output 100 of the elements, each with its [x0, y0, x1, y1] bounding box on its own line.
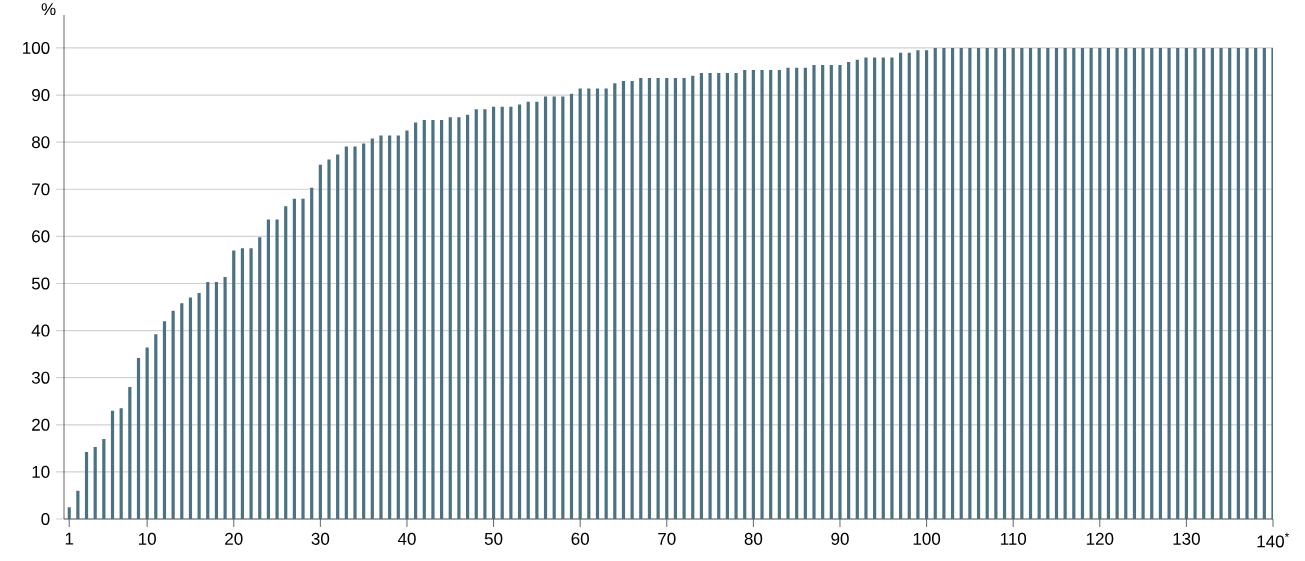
bar	[1245, 47, 1249, 519]
bar	[847, 62, 851, 519]
bar	[197, 292, 201, 519]
bar	[379, 135, 383, 519]
bar	[699, 72, 704, 519]
bar	[517, 104, 522, 519]
bar	[232, 250, 236, 519]
bar	[959, 47, 963, 519]
bar	[1028, 47, 1033, 519]
bar	[1202, 47, 1206, 519]
bar	[942, 47, 946, 519]
bar	[864, 57, 868, 519]
bar	[708, 72, 712, 519]
bar	[1106, 47, 1111, 519]
bar	[301, 198, 305, 519]
bar	[422, 120, 426, 519]
x-tick-label: 80	[744, 532, 763, 545]
bar	[188, 297, 193, 519]
x-tick-label: 60	[571, 532, 589, 545]
bar	[206, 282, 210, 519]
bar	[717, 72, 721, 519]
x-tick-label: 70	[658, 532, 676, 545]
bar	[1228, 47, 1232, 519]
bar	[128, 387, 132, 519]
bar	[110, 410, 115, 519]
bar	[388, 135, 392, 519]
bar	[569, 93, 574, 519]
bar	[223, 276, 227, 519]
bar	[743, 70, 747, 519]
y-tick-label: 30	[31, 371, 50, 384]
bar	[795, 67, 799, 519]
bar	[587, 88, 591, 519]
x-tick-label: 1	[65, 532, 74, 545]
bar	[691, 75, 695, 519]
x-tick-label: 120	[1086, 532, 1114, 545]
bar	[76, 490, 80, 519]
bar	[656, 78, 660, 519]
bar	[258, 237, 262, 519]
x-tick-label: 90	[831, 532, 849, 545]
bar	[1176, 47, 1180, 519]
bar	[682, 78, 686, 519]
bar	[630, 80, 634, 519]
bar	[665, 78, 669, 519]
bar	[67, 507, 71, 519]
bar	[812, 64, 816, 519]
bar	[924, 50, 929, 519]
bar	[1254, 47, 1258, 519]
bar	[578, 88, 582, 519]
bar	[180, 303, 184, 519]
x-tick-label: 20	[225, 532, 243, 545]
bar	[803, 67, 807, 519]
bar	[310, 187, 314, 519]
bar	[639, 78, 643, 519]
bar	[552, 96, 556, 519]
bar	[1184, 47, 1188, 519]
bar	[1072, 47, 1076, 519]
bar	[1124, 47, 1128, 519]
bar	[994, 47, 998, 519]
bar	[1236, 47, 1240, 519]
bar	[362, 143, 366, 519]
y-axis-title: %	[41, 3, 56, 16]
x-tick-label: 10	[139, 532, 156, 545]
bar	[284, 206, 288, 519]
x-tick-label: 30	[311, 532, 330, 545]
y-tick-label: 70	[32, 183, 50, 196]
bar	[465, 114, 470, 519]
bar	[1098, 47, 1102, 519]
bar	[1150, 47, 1154, 519]
bar	[1063, 47, 1067, 519]
bar	[474, 109, 478, 519]
bar	[881, 57, 885, 519]
bar	[829, 64, 833, 519]
bar	[266, 219, 270, 519]
bar	[933, 47, 937, 519]
bar	[838, 64, 842, 519]
y-tick-label: 60	[32, 230, 50, 243]
bar	[907, 52, 911, 519]
bar	[1046, 47, 1050, 519]
x-tick-label: 110	[1000, 532, 1027, 545]
bar	[483, 109, 487, 519]
bar	[327, 159, 331, 519]
bar	[136, 357, 141, 519]
bar	[526, 101, 530, 519]
x-tick-label: 50	[484, 532, 503, 545]
bar	[769, 70, 773, 519]
bar	[457, 117, 461, 519]
bar	[595, 88, 600, 519]
bar	[899, 52, 903, 519]
bar	[1158, 47, 1163, 519]
bar	[318, 164, 322, 519]
bar	[985, 47, 989, 519]
bar	[1141, 47, 1145, 519]
bar	[855, 59, 859, 519]
bar	[414, 122, 418, 519]
bar	[751, 70, 755, 519]
bar	[1115, 47, 1119, 519]
bar	[249, 248, 253, 519]
bar	[370, 138, 374, 519]
y-tick-label: 20	[32, 418, 50, 431]
bar	[760, 70, 764, 519]
